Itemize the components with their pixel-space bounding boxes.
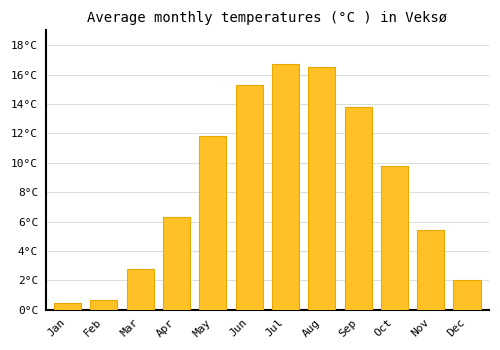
Bar xyxy=(163,217,190,310)
Bar xyxy=(90,300,118,310)
Bar xyxy=(308,67,336,310)
Title: Average monthly temperatures (°C ) in Veksø: Average monthly temperatures (°C ) in Ve… xyxy=(88,11,448,25)
Bar xyxy=(454,280,480,310)
Bar xyxy=(126,269,154,310)
Bar xyxy=(236,85,263,310)
Bar xyxy=(54,302,81,310)
Bar xyxy=(272,64,299,310)
Bar xyxy=(417,230,444,310)
Bar xyxy=(199,136,226,310)
Bar xyxy=(381,166,408,310)
Bar xyxy=(344,107,372,310)
